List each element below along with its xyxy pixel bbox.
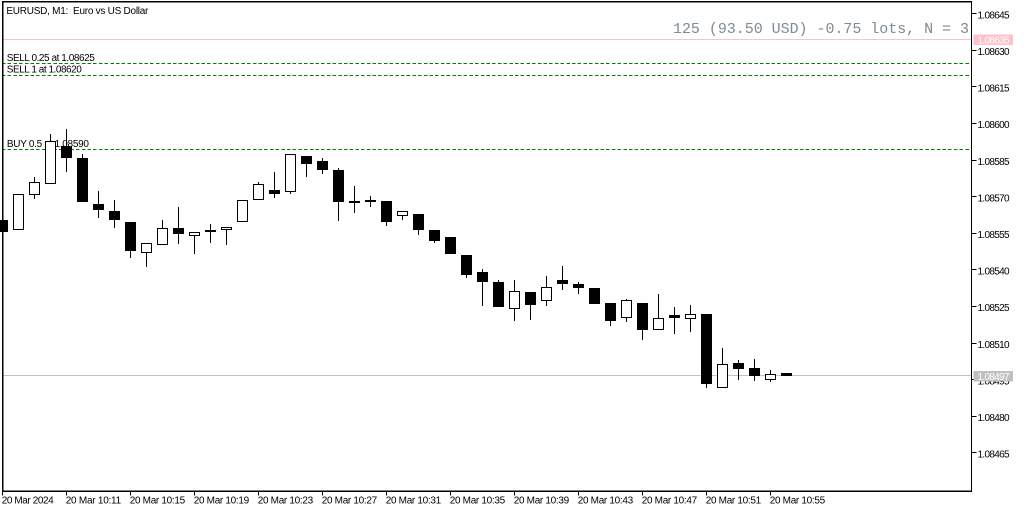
svg-text:SELL 0.25 at 1.08625: SELL 0.25 at 1.08625 [7, 53, 95, 64]
svg-text:1.08540: 1.08540 [978, 267, 1010, 278]
svg-text:20 Mar 10:43: 20 Mar 10:43 [578, 496, 634, 507]
svg-text:1.08465: 1.08465 [978, 450, 1010, 461]
svg-text:20 Mar 10:27: 20 Mar 10:27 [322, 496, 378, 507]
svg-text:1.08600: 1.08600 [978, 120, 1010, 131]
svg-text:20 Mar 10:51: 20 Mar 10:51 [706, 496, 762, 507]
svg-text:1.08570: 1.08570 [978, 193, 1010, 204]
svg-text:20 Mar 10:55: 20 Mar 10:55 [770, 496, 826, 507]
svg-text:1.08615: 1.08615 [978, 84, 1010, 95]
svg-text:1.08555: 1.08555 [978, 230, 1010, 241]
svg-text:1.08495: 1.08495 [978, 376, 1010, 387]
svg-text:125 (93.50 USD) -0.75 lots, N: 125 (93.50 USD) -0.75 lots, N = 3 [673, 21, 969, 38]
svg-text:1.08525: 1.08525 [978, 303, 1010, 314]
svg-text:20 Mar 2024: 20 Mar 2024 [2, 496, 54, 507]
svg-text:20 Mar 10:31: 20 Mar 10:31 [386, 496, 442, 507]
svg-text:1.08510: 1.08510 [978, 340, 1010, 351]
svg-text:20 Mar 10:47: 20 Mar 10:47 [642, 496, 698, 507]
svg-text:20 Mar 10:11: 20 Mar 10:11 [66, 496, 122, 507]
svg-text:1.08635: 1.08635 [978, 35, 1010, 46]
svg-text:1.08645: 1.08645 [978, 10, 1010, 21]
svg-text:20 Mar 10:23: 20 Mar 10:23 [258, 496, 314, 507]
svg-text:20 Mar 10:35: 20 Mar 10:35 [450, 496, 506, 507]
svg-text:1.08497: 1.08497 [978, 372, 1010, 383]
svg-text:1.08630: 1.08630 [978, 47, 1010, 58]
svg-text:EURUSD, M1: Euro vs US Dollar: EURUSD, M1: Euro vs US Dollar [6, 6, 149, 17]
svg-text:20 Mar 10:39: 20 Mar 10:39 [514, 496, 570, 507]
svg-text:20 Mar 10:19: 20 Mar 10:19 [194, 496, 250, 507]
svg-text:1.08480: 1.08480 [978, 413, 1010, 424]
svg-text:20 Mar 10:15: 20 Mar 10:15 [130, 496, 186, 507]
svg-text:SELL 1 at 1.08620: SELL 1 at 1.08620 [7, 65, 82, 76]
svg-text:1.08585: 1.08585 [978, 157, 1010, 168]
